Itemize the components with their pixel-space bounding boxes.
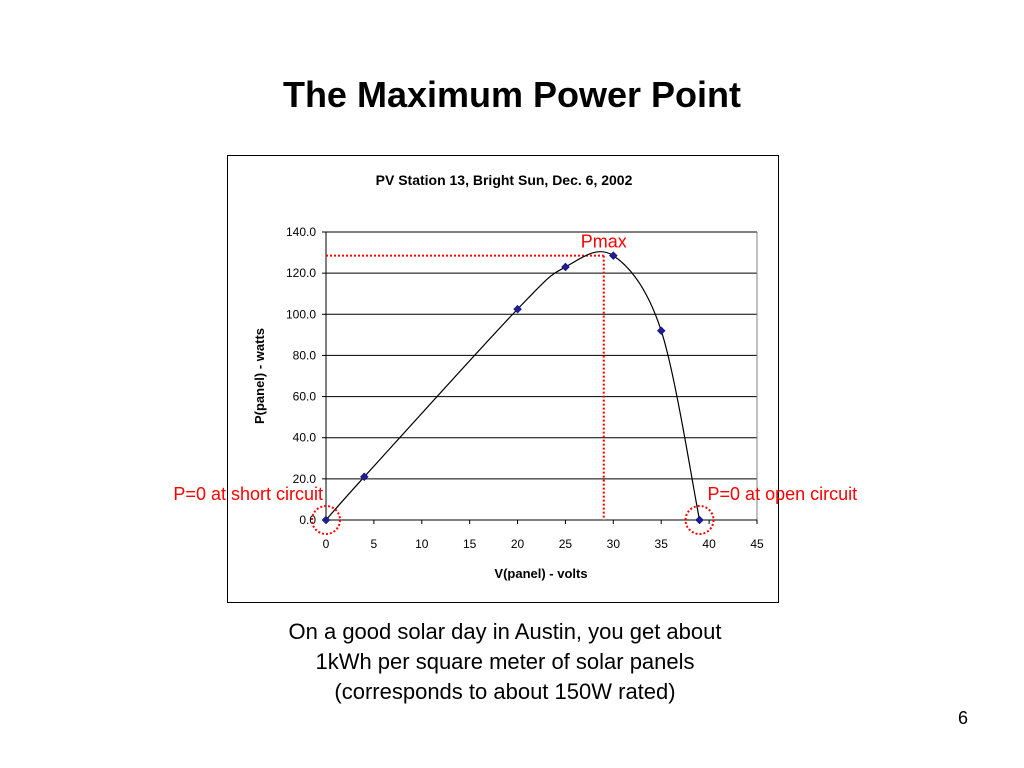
- x-tick-label: 15: [463, 537, 477, 551]
- x-tick-label: 45: [750, 537, 764, 551]
- x-tick-labels: 0 5 10 15 20 25 30 35 40 45: [323, 537, 764, 551]
- pmax-label: Pmax: [581, 232, 627, 252]
- y-tick-label: 120.0: [286, 266, 316, 280]
- x-tick-label: 20: [511, 537, 525, 551]
- caption-line: (corresponds to about 150W rated): [334, 679, 676, 704]
- x-tick-label: 5: [371, 537, 378, 551]
- caption-line: On a good solar day in Austin, you get a…: [288, 619, 722, 644]
- y-axis-label: P(panel) - watts: [252, 328, 267, 424]
- chart-title: PV Station 13, Bright Sun, Dec. 6, 2002: [376, 172, 633, 188]
- x-tick-label: 30: [607, 537, 621, 551]
- data-point: [321, 515, 331, 525]
- data-point: [656, 326, 666, 336]
- open-circuit-label: P=0 at open circuit: [708, 484, 858, 504]
- data-point: [359, 472, 369, 482]
- data-point: [513, 304, 522, 314]
- y-tick-label: 20.0: [293, 472, 317, 486]
- pmax-guides: [326, 254, 605, 520]
- annotations: Pmax P=0 at short circuit P=0 at open circ…: [173, 232, 858, 535]
- chart-frame: [227, 155, 779, 603]
- page-number: 6: [957, 708, 968, 728]
- short-circuit-circle: [311, 505, 341, 535]
- x-tick-label: 0: [323, 537, 330, 551]
- slide-title: The Maximum Power Point: [282, 74, 742, 115]
- data-point: [608, 251, 618, 261]
- caption-line: 1kWh per square meter of solar panels: [315, 649, 695, 674]
- x-tick-label: 25: [559, 537, 573, 551]
- axes: [322, 231, 758, 524]
- grid-lines: [326, 231, 757, 521]
- y-tick-label: 100.0: [286, 307, 316, 321]
- short-circuit-label: P=0 at short circuit: [173, 484, 323, 504]
- data-point: [561, 262, 570, 272]
- y-tick-label: 60.0: [293, 390, 317, 404]
- power-curve: [325, 251, 701, 521]
- x-tick-label: 10: [415, 537, 429, 551]
- x-axis-label: V(panel) - volts: [494, 566, 587, 581]
- y-tick-label: 140.0: [286, 225, 316, 239]
- x-tick-label: 35: [655, 537, 669, 551]
- y-tick-label: 80.0: [293, 348, 317, 362]
- data-point: [695, 515, 704, 525]
- caption: On a good solar day in Austin, you get a…: [0, 617, 1010, 707]
- y-tick-label: 40.0: [293, 431, 317, 445]
- power-curve-line: [325, 251, 701, 521]
- open-circuit-circle: [684, 505, 715, 535]
- data-points: [321, 251, 704, 525]
- x-tick-label: 40: [702, 537, 716, 551]
